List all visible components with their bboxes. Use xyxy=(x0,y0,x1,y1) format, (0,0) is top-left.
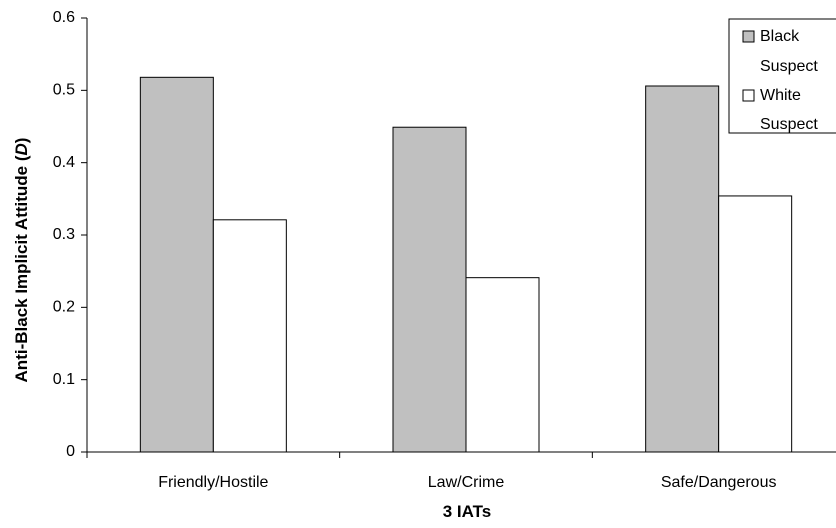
y-tick-label: 0.5 xyxy=(53,82,75,99)
y-tick-label: 0.3 xyxy=(53,226,75,243)
bar-black-suspect xyxy=(139,76,214,453)
y-tick-label: 0.1 xyxy=(53,371,75,388)
legend-label: Suspect xyxy=(760,116,818,133)
legend-label: Black xyxy=(760,28,800,45)
y-axis-label: Anti-Black Implicit Attitude (D) xyxy=(12,138,31,383)
legend-label: White xyxy=(760,87,801,104)
bar-black-suspect xyxy=(645,85,720,453)
legend-swatch xyxy=(742,89,755,102)
x-axis-label: 3 IATs xyxy=(443,502,492,521)
y-tick-label: 0 xyxy=(66,443,75,460)
bar-white-suspect xyxy=(212,219,287,453)
y-tick-label: 0.4 xyxy=(53,154,75,171)
bar-white-suspect xyxy=(718,195,793,453)
bar-white-suspect xyxy=(465,277,540,453)
legend: Black Suspect White Suspect xyxy=(728,18,836,134)
x-tick-label: Safe/Dangerous xyxy=(661,474,777,491)
x-tick-label: Friendly/Hostile xyxy=(158,474,268,491)
bars xyxy=(139,76,793,453)
y-tick-label: 0.6 xyxy=(53,9,75,26)
tick-labels: 0 0.1 0.2 0.3 0.4 0.5 0.6 Friendly/Hostile Law/C… xyxy=(53,9,777,491)
legend-swatch xyxy=(742,30,755,43)
y-tick-label: 0.2 xyxy=(53,299,75,316)
legend-label: Suspect xyxy=(760,58,818,75)
svg-text:Anti-Black Implicit Attitude (: Anti-Black Implicit Attitude (D) xyxy=(12,138,31,383)
x-tick-label: Law/Crime xyxy=(428,474,505,491)
bar-black-suspect xyxy=(392,126,467,453)
